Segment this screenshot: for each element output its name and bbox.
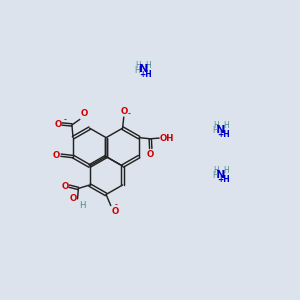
Text: H: H <box>213 166 219 175</box>
Text: O: O <box>147 150 154 159</box>
Text: H: H <box>212 171 218 180</box>
Text: H: H <box>213 121 219 130</box>
Text: -: - <box>127 111 130 117</box>
Text: +H: +H <box>139 70 152 79</box>
Text: -: - <box>115 202 118 208</box>
Text: H: H <box>212 126 218 135</box>
Text: +H: +H <box>217 130 230 139</box>
Text: O: O <box>53 151 60 160</box>
Text: -: - <box>64 117 66 123</box>
Text: N: N <box>139 64 148 74</box>
Text: O: O <box>80 109 88 118</box>
Text: +H: +H <box>217 175 230 184</box>
Text: O: O <box>111 207 118 216</box>
Text: O: O <box>70 194 77 203</box>
Text: H: H <box>224 121 229 130</box>
Text: O: O <box>54 119 61 128</box>
Text: H: H <box>135 61 141 70</box>
Text: O: O <box>120 107 127 116</box>
Text: N: N <box>216 169 226 180</box>
Text: H: H <box>146 61 151 70</box>
Text: H: H <box>224 166 229 175</box>
Text: O: O <box>61 182 68 191</box>
Text: H: H <box>134 66 140 75</box>
Text: N: N <box>216 124 226 135</box>
Text: OH: OH <box>160 134 174 142</box>
Text: H: H <box>79 201 86 210</box>
